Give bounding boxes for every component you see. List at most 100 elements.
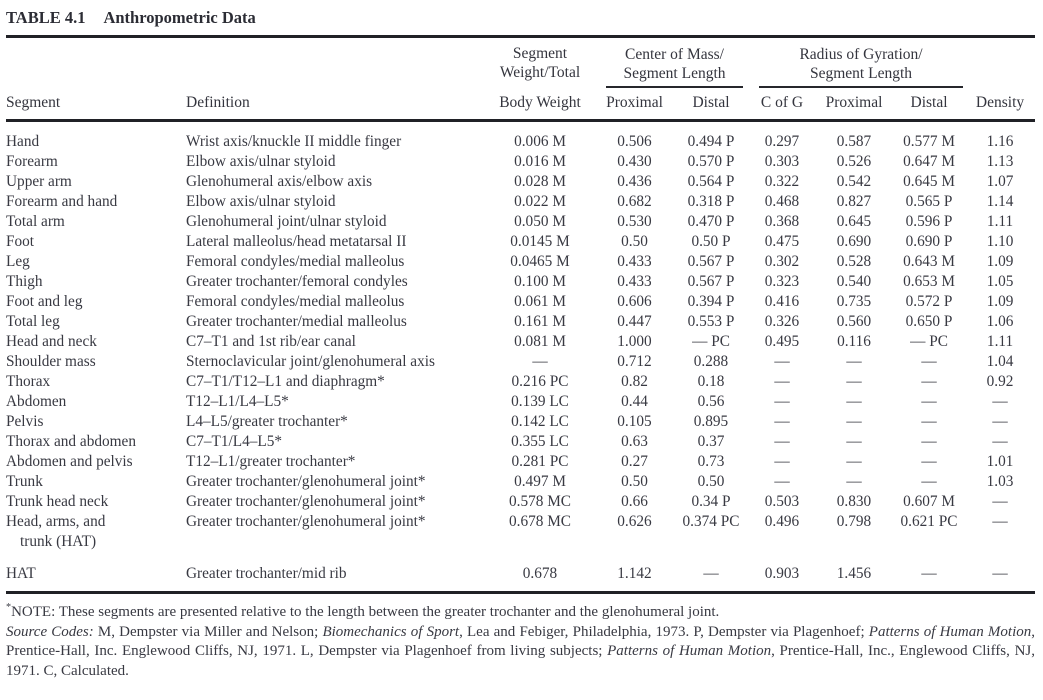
cell-com-distal: 0.895 [693,413,729,430]
cell-weight: 0.216 PC [511,373,569,390]
table-caption: Anthropometric Data [103,8,256,27]
header-radius-of-gyration-line1: Radius of Gyration/ [799,46,923,63]
column-header-density: Density [965,88,1036,122]
table-row: Abdomen T12–L1/L4–L5* 0.139 LC 0.44 0.56 — — — — [6,392,1035,412]
cell-com-distal: 0.50 [697,473,725,490]
cell-com-proximal: 0.430 [617,153,652,170]
cell-rog-cofg: 0.495 [764,333,800,350]
top-rule [6,35,1035,38]
header-center-of-mass: Center of Mass/ Segment Length [596,38,749,88]
bottom-rule [6,591,1035,594]
header-center-of-mass-line1: Center of Mass/ [624,46,724,63]
cell-rog-proximal: 0.540 [836,273,872,290]
cell-rog-cofg: 0.368 [764,213,800,230]
cell-density: — [992,393,1008,410]
cell-segment: Trunk [6,473,43,490]
cell-com-proximal: 0.506 [617,133,652,150]
table-row: Foot Lateral malleolus/head metatarsal II… [6,232,1035,252]
cell-rog-distal: — [921,473,937,490]
cell-rog-proximal: 0.526 [836,153,872,170]
cell-rog-distal: 0.647 M [903,153,955,170]
cell-com-distal: 0.567 P [687,273,735,290]
cell-rog-proximal: 0.528 [836,253,872,270]
cell-weight: 0.678 [522,565,558,582]
cell-density: 1.03 [986,473,1014,490]
cell-definition: Greater trochanter/medial malleolus [186,313,407,330]
spacer-cell [6,38,186,88]
cell-definition: Greater trochanter/mid rib [186,565,347,582]
table-row: Forearm Elbow axis/ulnar styloid 0.016 M 0.… [6,152,1035,172]
cell-definition: Greater trochanter/glenohumeral joint* [186,493,426,510]
cell-rog-cofg: 0.503 [764,493,800,510]
cell-rog-distal: — [921,453,937,470]
table-row: Abdomen and pelvis T12–L1/greater trochan… [6,452,1035,472]
cell-rog-distal: 0.577 M [903,133,955,150]
cell-com-distal: 0.18 [697,373,725,390]
cell-rog-distal: — PC [910,333,948,350]
spacer-cell [186,38,484,88]
cell-com-proximal: 0.50 [621,233,648,250]
cell-rog-proximal: — [846,413,862,430]
cell-segment: Total arm [6,213,65,230]
cell-weight: 0.050 M [514,213,566,230]
cell-definition: Lateral malleolus/head metatarsal II [186,233,407,250]
cell-segment: Foot [6,233,35,250]
cell-rog-cofg: 0.326 [764,313,800,330]
cell-com-proximal: 0.682 [617,193,652,210]
cell-rog-cofg: 0.302 [764,253,800,270]
cell-rog-distal: 0.650 P [905,313,953,330]
cell-rog-proximal: — [846,453,862,470]
table-row: Foot and leg Femoral condyles/medial mall… [6,292,1035,312]
cell-density: 1.10 [986,233,1014,250]
cell-density: 1.13 [986,153,1014,170]
cell-rog-distal: 0.572 P [905,293,953,310]
cell-rog-proximal: 1.456 [836,565,872,582]
cell-segment: Forearm [6,153,58,170]
cell-density: — [992,493,1008,510]
header-radius-of-gyration-line2: Segment Length [810,65,913,82]
cell-density: 1.07 [986,173,1014,190]
cell-rog-distal: 0.643 M [903,253,955,270]
footnote-sources: Source Codes: M, Dempster via Miller and… [6,623,1036,679]
cell-com-distal: 0.73 [697,453,725,470]
cell-com-proximal: 0.44 [621,393,648,410]
cell-weight: 0.355 LC [511,433,569,450]
cell-definition: T12–L1/greater trochanter* [186,453,356,470]
cell-density: 1.01 [986,453,1014,470]
cell-weight: 0.0145 M [510,233,570,250]
cell-segment: Thorax and abdomen [6,433,136,450]
cell-com-proximal: 0.530 [617,213,652,230]
cell-rog-cofg: 0.475 [764,233,800,250]
cell-com-proximal: 1.142 [617,565,652,582]
table-row: Upper arm Glenohumeral axis/elbow axis 0.0… [6,172,1035,192]
cell-rog-distal: — [921,353,937,370]
cell-definition: Glenohumeral joint/ulnar styloid [186,213,387,230]
cell-definition: Femoral condyles/medial malleolus [186,253,405,270]
cell-weight: 0.139 LC [511,393,569,410]
cell-definition: Elbow axis/ulnar styloid [186,153,336,170]
cell-weight: 0.081 M [514,333,566,350]
cell-density: 1.11 [986,333,1014,350]
cell-com-proximal: 0.712 [617,353,652,370]
cell-weight: 0.578 MC [508,493,572,510]
cell-weight: 0.061 M [514,293,566,310]
cell-rog-distal: 0.645 M [903,173,955,190]
cell-density: 1.04 [986,353,1014,370]
cell-rog-distal: 0.690 P [905,233,953,250]
column-header-c-of-g: C of G [749,88,815,122]
cell-weight: 0.678 MC [508,513,572,530]
cell-density: — [992,513,1008,530]
table-body: Hand Wrist axis/knuckle II middle finger 0… [6,121,1035,592]
cell-density: — [992,565,1008,582]
cell-definition: Elbow axis/ulnar styloid [186,193,336,210]
cell-com-proximal: 0.606 [617,293,652,310]
table-row: Trunk head neck Greater trochanter/glenoh… [6,492,1035,512]
cell-segment: Trunk head neck [6,493,109,510]
cell-rog-proximal: 0.587 [836,133,872,150]
table-row: Leg Femoral condyles/medial malleolus 0.04… [6,252,1035,272]
cell-definition: C7–T1 and 1st rib/ear canal [186,333,356,350]
cell-segment: HAT [6,565,36,582]
cell-com-proximal: 0.66 [621,493,648,510]
cell-rog-cofg: — [774,473,790,490]
cell-com-distal: 0.288 [693,353,729,370]
